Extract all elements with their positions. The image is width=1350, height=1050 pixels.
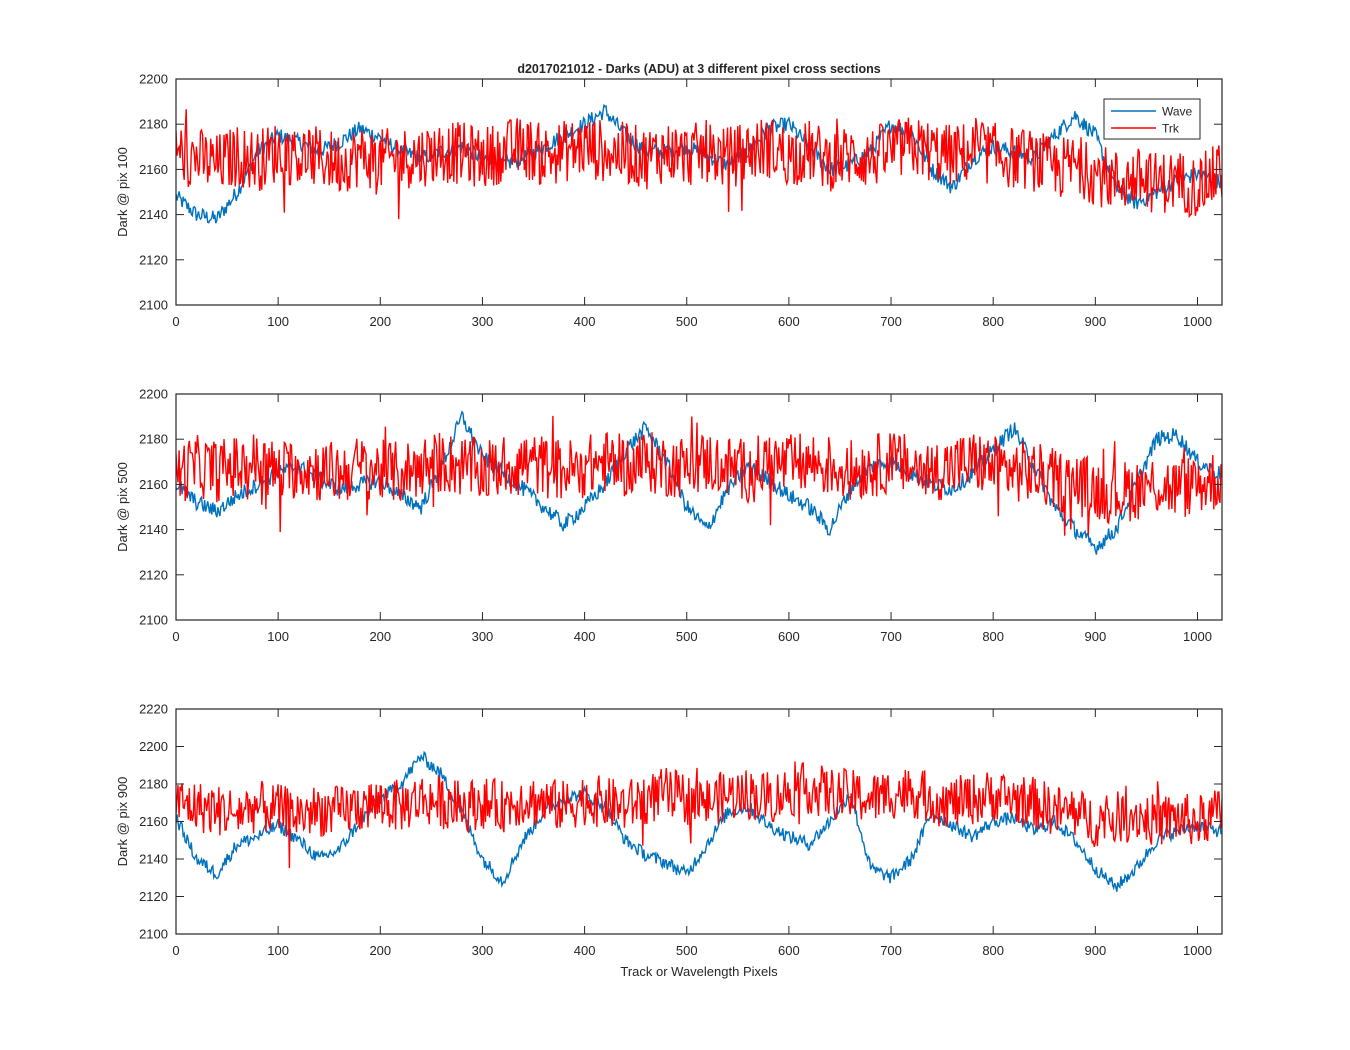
- x-tick-label: 400: [574, 629, 596, 644]
- y-tick-label: 2200: [139, 387, 168, 402]
- y-tick-label: 2100: [139, 298, 168, 313]
- y-tick-label: 2160: [139, 477, 168, 492]
- x-tick-label: 200: [369, 314, 391, 329]
- x-tick-label: 300: [472, 314, 494, 329]
- series-line-trk: [176, 415, 1222, 536]
- x-tick-label: 300: [472, 943, 494, 958]
- series-line-wave: [176, 750, 1222, 892]
- x-tick-label: 900: [1084, 629, 1106, 644]
- x-tick-label: 500: [676, 314, 698, 329]
- series-line-trk: [176, 761, 1222, 869]
- y-tick-label: 2160: [139, 814, 168, 829]
- y-tick-label: 2220: [139, 702, 168, 717]
- x-tick-label: 1000: [1183, 314, 1212, 329]
- y-tick-label: 2140: [139, 207, 168, 222]
- y-tick-label: 2160: [139, 162, 168, 177]
- y-axis-label: Dark @ pix 900: [115, 777, 130, 867]
- subplot-1: 0 100 200 300 400 500 600 700 800 900 1000 2100 2120…: [115, 72, 1223, 329]
- x-tick-label: 0: [172, 943, 179, 958]
- x-tick-label: 400: [574, 943, 596, 958]
- x-tick-label: 900: [1084, 943, 1106, 958]
- y-tick-label: 2120: [139, 889, 168, 904]
- y-tick-label: 2180: [139, 777, 168, 792]
- x-tick-label: 700: [880, 943, 902, 958]
- y-tick-label: 2140: [139, 852, 168, 867]
- x-tick-label: 500: [676, 629, 698, 644]
- x-tick-label: 1000: [1183, 943, 1212, 958]
- x-axis-label: Track or Wavelength Pixels: [620, 964, 778, 979]
- subplot-3: 0 100 200 300 400 500 600 700 800 900 1000 2100 2120…: [115, 702, 1223, 958]
- y-tick-label: 2100: [139, 927, 168, 942]
- x-tick-label: 800: [982, 629, 1004, 644]
- x-tick-label: 600: [778, 943, 800, 958]
- x-tick-label: 100: [267, 629, 289, 644]
- x-tick-label: 800: [982, 943, 1004, 958]
- axes-box: [175, 393, 1223, 621]
- legend-label-wave: Wave: [1162, 105, 1193, 119]
- y-tick-label: 2120: [139, 252, 168, 267]
- y-axis-label: Dark @ pix 500: [115, 462, 130, 552]
- legend: Wave Trk: [1103, 98, 1201, 140]
- x-tick-label: 600: [778, 629, 800, 644]
- x-tick-label: 400: [574, 314, 596, 329]
- plot-area: [176, 79, 1222, 305]
- y-tick-label: 2200: [139, 739, 168, 754]
- y-tick-label: 2140: [139, 522, 168, 537]
- x-tick-label: 200: [369, 943, 391, 958]
- y-tick-label: 2200: [139, 72, 168, 87]
- x-tick-label: 0: [172, 629, 179, 644]
- plot-area: [176, 709, 1222, 934]
- x-tick-label: 900: [1084, 314, 1106, 329]
- axes-box: [175, 78, 1223, 306]
- y-tick-label: 2100: [139, 613, 168, 628]
- x-tick-label: 600: [778, 314, 800, 329]
- legend-label-trk: Trk: [1162, 122, 1180, 136]
- x-tick-label: 100: [267, 314, 289, 329]
- x-tick-label: 200: [369, 629, 391, 644]
- y-tick-label: 2120: [139, 567, 168, 582]
- figure-title: d2017021012 - Darks (ADU) at 3 different…: [517, 62, 880, 76]
- x-tick-label: 700: [880, 314, 902, 329]
- x-tick-label: 700: [880, 629, 902, 644]
- plot-area: [176, 394, 1222, 620]
- x-tick-label: 500: [676, 943, 698, 958]
- x-tick-label: 300: [472, 629, 494, 644]
- subplot-2: 0 100 200 300 400 500 600 700 800 900 1000 2100 2120…: [115, 387, 1223, 644]
- x-tick-label: 100: [267, 943, 289, 958]
- x-tick-label: 1000: [1183, 629, 1212, 644]
- series-line-trk: [176, 109, 1222, 220]
- y-tick-label: 2180: [139, 117, 168, 132]
- y-tick-label: 2180: [139, 432, 168, 447]
- x-tick-label: 0: [172, 314, 179, 329]
- y-axis-label: Dark @ pix 100: [115, 147, 130, 237]
- legend-box: [1103, 98, 1201, 140]
- x-tick-label: 800: [982, 314, 1004, 329]
